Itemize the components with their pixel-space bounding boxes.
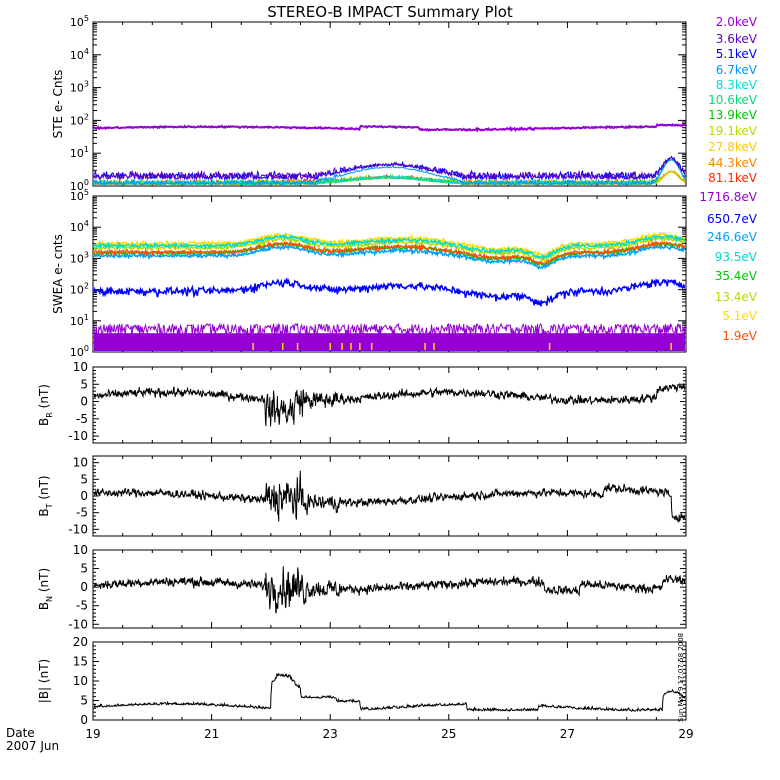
ste-series-line <box>94 159 685 185</box>
y-tick-label: 5 <box>80 472 88 486</box>
swea-legend-entry: 1.9eV <box>722 329 757 343</box>
ste-series-line <box>94 159 685 185</box>
x-tick-label: 19 <box>85 727 100 741</box>
x-tick-label: 23 <box>323 727 338 741</box>
swea-legend-entry: 35.4eV <box>715 269 758 283</box>
y-tick-label: 15 <box>73 655 88 669</box>
swea-legend-entry: 650.7eV <box>707 212 758 226</box>
y-tick-label: 5 <box>80 694 88 708</box>
swea-legend-entry: 93.5eV <box>715 250 758 264</box>
ste-legend-entry: 6.7keV <box>716 63 758 77</box>
x-tick-label: 21 <box>204 727 219 741</box>
y-tick-label: 104 <box>70 47 89 62</box>
panels-group: 1001011021031041051001011021031041051050… <box>37 14 758 741</box>
x-tick-label: 29 <box>678 727 693 741</box>
ste-legend-entry: 27.8keV <box>708 140 758 154</box>
y-tick-label: 105 <box>70 188 89 203</box>
y-tick-label: 102 <box>70 112 89 127</box>
swea-legend-entry: 1716.8eV <box>699 190 757 204</box>
y-tick-label: -10 <box>68 522 88 536</box>
bt-y-axis-label: BT (nT) <box>37 475 54 516</box>
y-tick-label: 5 <box>80 377 88 391</box>
y-tick-label: 102 <box>70 282 89 297</box>
y-tick-label: 20 <box>73 635 88 649</box>
y-tick-label: 103 <box>70 80 89 95</box>
swea-legend-entry: 5.1eV <box>722 309 757 323</box>
y-tick-label: 101 <box>70 145 89 160</box>
swea-series-line <box>94 240 685 266</box>
swea-series-line <box>94 276 685 307</box>
y-tick-label: 10 <box>73 456 88 470</box>
br-y-axis-label: BR (nT) <box>37 384 54 426</box>
ste-legend-entry: 44.3keV <box>708 156 758 170</box>
y-tick-label: 100 <box>70 178 89 193</box>
x-tick-label: 25 <box>441 727 456 741</box>
y-tick-label: 0 <box>80 713 88 727</box>
ste-legend-entry: 81.1keV <box>708 171 758 185</box>
ste-legend-entry: 13.9keV <box>708 108 758 122</box>
swea-series-line <box>94 322 685 339</box>
swea-legend-entry: 13.4eV <box>715 290 758 304</box>
ste-series-line <box>94 123 685 133</box>
swea-legend-entry: 246.6eV <box>707 230 758 244</box>
y-tick-label: 103 <box>70 250 89 265</box>
ste-series-line <box>94 157 685 182</box>
swea-series-line <box>94 244 685 270</box>
bmag-y-axis-label: |B| (nT) <box>37 659 51 703</box>
ste-legend-entry: 10.6keV <box>708 93 758 107</box>
generation-timestamp: Sun Mar 9 17:07:58 2008 <box>677 633 685 722</box>
ste-legend-entry: 2.0keV <box>716 15 758 29</box>
swea-purple-band <box>94 333 685 351</box>
plot-title: STEREO-B IMPACT Summary Plot <box>267 3 513 21</box>
y-tick-label: 5 <box>80 562 88 576</box>
ste-y-axis-label: STE e- Cnts <box>51 70 65 139</box>
ste-legend-entry: 8.3keV <box>716 78 758 92</box>
y-tick-label: 10 <box>73 674 88 688</box>
y-tick-label: 0 <box>80 489 88 503</box>
y-tick-label: 10 <box>73 543 88 557</box>
y-tick-label: 104 <box>70 219 89 234</box>
field-magnitude-trace <box>94 672 685 713</box>
swea-y-axis-label: SWEA e- cnts <box>51 234 65 314</box>
field-trace <box>94 470 685 523</box>
y-tick-label: 101 <box>70 313 89 328</box>
ste-legend-entry: 19.1keV <box>708 124 758 138</box>
y-tick-label: -10 <box>68 429 88 443</box>
y-tick-label: -5 <box>76 412 88 426</box>
y-tick-label: 0 <box>80 395 88 409</box>
ste-legend-entry: 3.6keV <box>716 32 758 46</box>
y-tick-label: 100 <box>70 344 89 359</box>
y-tick-label: 105 <box>70 14 89 29</box>
field-trace <box>94 382 685 427</box>
date-label: Date <box>6 726 35 740</box>
ste-legend-entry: 5.1keV <box>716 47 758 61</box>
date-value: 2007 Jun <box>6 739 59 753</box>
y-tick-label: -5 <box>76 599 88 613</box>
swea-series-line <box>94 233 685 261</box>
field-trace <box>94 566 685 614</box>
x-tick-label: 27 <box>560 727 575 741</box>
bn-y-axis-label: BN (nT) <box>37 568 54 610</box>
y-tick-label: 0 <box>80 580 88 594</box>
y-tick-label: -5 <box>76 506 88 520</box>
y-tick-label: -10 <box>68 617 88 631</box>
y-tick-label: 10 <box>73 360 88 374</box>
